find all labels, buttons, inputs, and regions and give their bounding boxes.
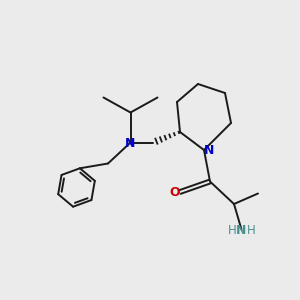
Text: N: N [236, 224, 247, 237]
Text: N: N [125, 136, 136, 150]
Text: N: N [204, 144, 214, 157]
Text: O: O [169, 185, 180, 199]
Text: H: H [227, 224, 236, 238]
Text: H: H [247, 224, 256, 238]
